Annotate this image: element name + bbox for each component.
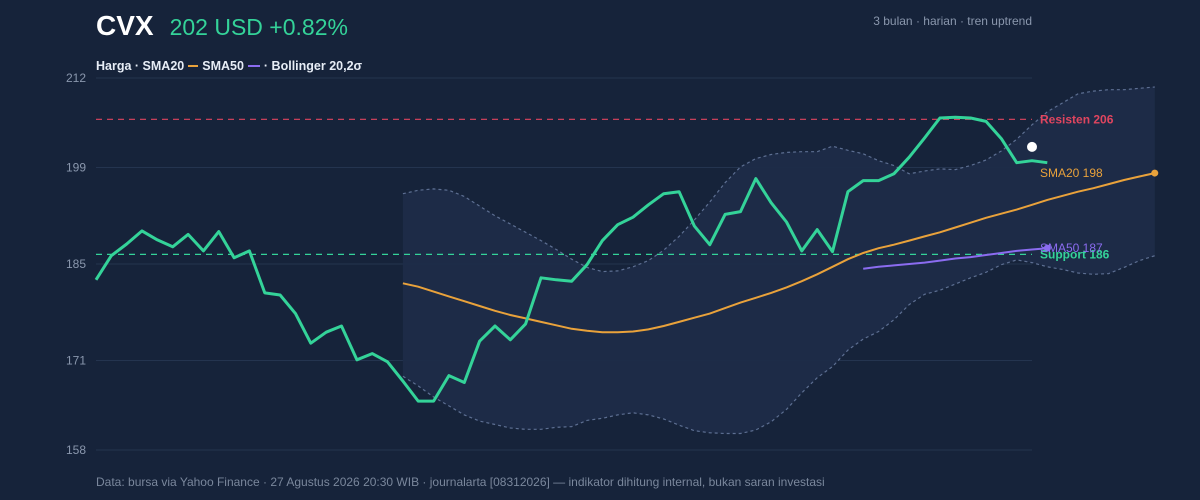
y-tick-label: 185 (66, 257, 86, 271)
bollinger-band-layer (402, 86, 1155, 435)
ticker-symbol: CVX (96, 10, 154, 41)
legend-sma20-swatch (188, 65, 199, 67)
legend-bollinger-label: · Bollinger 20,2σ (263, 59, 363, 73)
y-tick-label: 212 (66, 71, 86, 85)
last-price-marker (1027, 141, 1037, 152)
sma50-line (863, 247, 1048, 270)
series-layer (94, 115, 1159, 403)
sma50-end-label: SMA50 187 (1040, 241, 1103, 255)
bollinger-lower-line (402, 255, 1155, 435)
footer-note: Data: bursa via Yahoo Finance · 27 Agust… (96, 475, 825, 489)
label-layer: Resisten 206 Support 186 SMA20 198 SMA50 18… (1040, 112, 1114, 261)
legend: Harga · SMA20 SMA50 · Bollinger 20,2σ (96, 59, 362, 73)
legend-price-label: Harga · SMA20 (96, 59, 185, 73)
chart-meta: 3 bulan · harian · tren uptrend (873, 14, 1032, 28)
legend-bollinger-swatch (247, 65, 260, 67)
y-tick-label: 158 (66, 443, 86, 457)
bollinger-band-fill (402, 87, 1155, 434)
level-label: Resisten 206 (1040, 112, 1114, 126)
sma50-end-point (1043, 244, 1051, 252)
sma20-end-label: SMA20 198 (1040, 166, 1103, 180)
legend-sma50-label: SMA50 (202, 59, 244, 73)
header: CVX 202 USD +0.82% (96, 10, 348, 42)
level-label: Support 186 (1040, 247, 1110, 261)
y-tick-label: 171 (66, 353, 86, 367)
price-line (94, 115, 1048, 403)
sma20-end-point (1151, 169, 1159, 177)
price-change: 202 USD +0.82% (169, 14, 348, 40)
y-tick-label: 199 (66, 161, 86, 175)
